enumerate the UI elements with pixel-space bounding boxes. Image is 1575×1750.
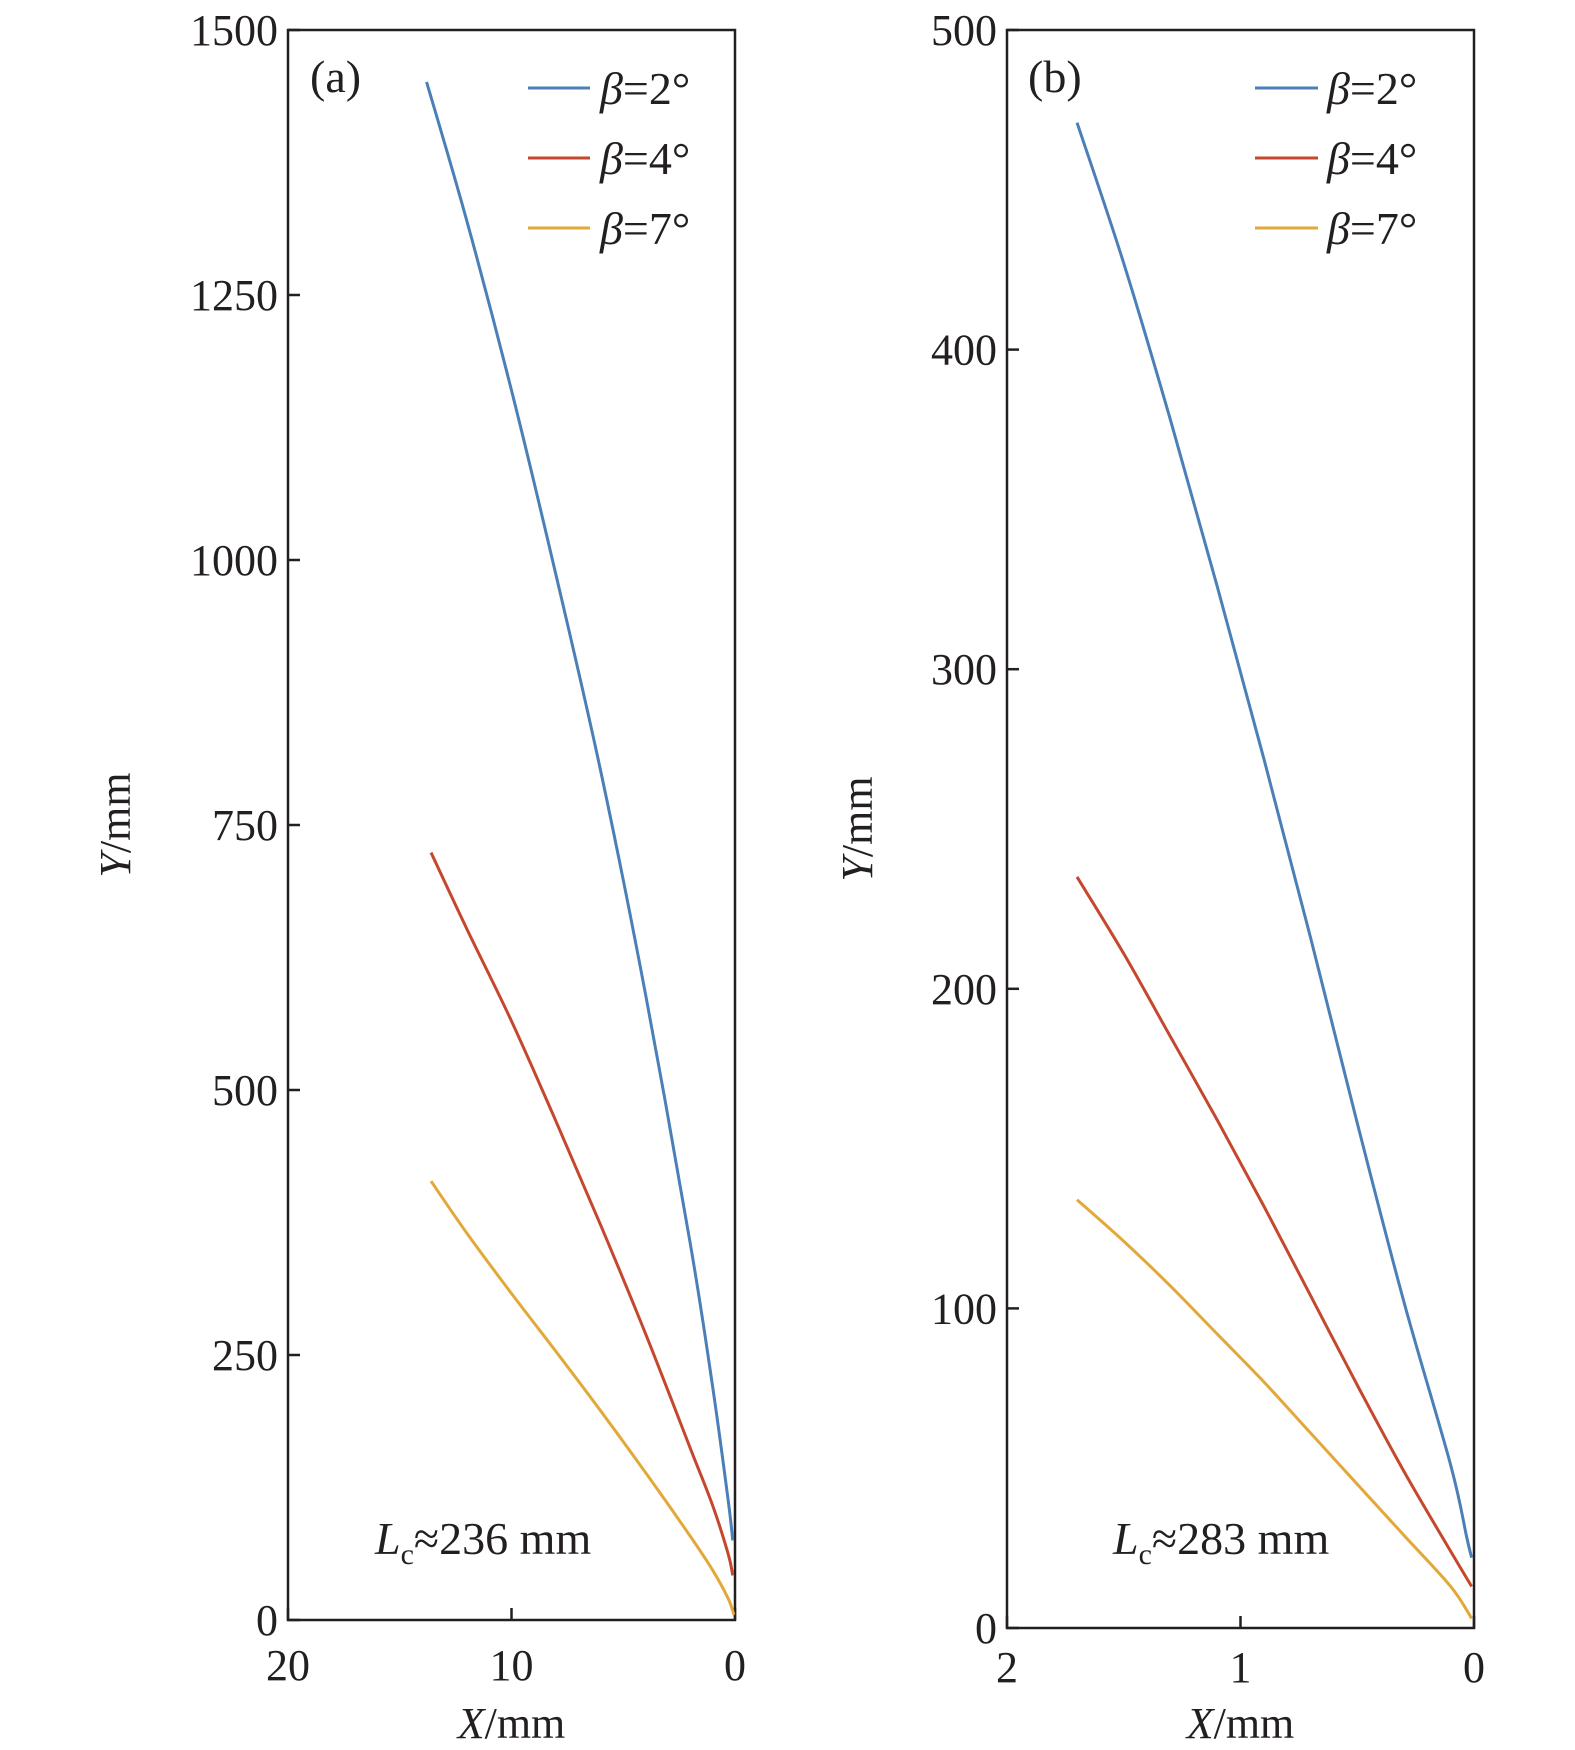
x-axis-label: X/mm [456,1699,566,1748]
legend-entry: β=2° [599,63,690,114]
y-tick-label: 750 [212,801,278,850]
legend-entry: β=7° [1326,203,1417,254]
y-tick-label: 0 [256,1596,278,1645]
lc-annotation: Lc≈236 mm [374,1513,591,1571]
x-tick-label: 0 [1463,1643,1485,1692]
plot-frame [286,28,737,1622]
panel-b: 0 100 200 300 400 500 2 1 0 X/mm Y/mm (b) β=2° β=4° β=… [833,6,1485,1748]
y-tick-label: 100 [931,1284,997,1333]
series-line-beta-1 [429,851,735,1576]
y-tick-label: 1500 [190,6,278,55]
x-tick-label: 2 [996,1643,1018,1692]
lc-annotation: Lc≈283 mm [1112,1513,1329,1571]
y-tick-label: 200 [931,965,997,1014]
plot-frame [1005,28,1476,1630]
x-tick-label: 10 [490,1641,534,1690]
y-tick-label: 500 [931,6,997,55]
x-tick-label: 1 [1230,1643,1252,1692]
y-tick-label: 500 [212,1066,278,1115]
x-tick-label: 0 [724,1641,746,1690]
panel-tag: (a) [310,51,361,102]
legend-entry: β=7° [599,203,690,254]
x-tick-label: 20 [266,1641,310,1690]
panel-a: 0 250 500 750 1000 1250 1500 20 10 0 X/mm Y/mm (a) β=… [91,6,746,1748]
legend-entry: β=4° [599,133,690,184]
y-axis-label: Y/mm [833,776,882,881]
legend-entry: β=2° [1326,63,1417,114]
y-tick-label: 1000 [190,536,278,585]
series-line-beta-1 [1075,876,1473,1588]
y-tick-label: 300 [931,645,997,694]
series-line-beta-2 [429,1180,736,1616]
series-line-beta-0 [425,81,735,1541]
y-axis-label: Y/mm [91,772,140,877]
series-line-beta-0 [1075,122,1474,1559]
x-axis-label: X/mm [1185,1699,1295,1748]
y-tick-label: 0 [975,1604,997,1653]
panel-tag: (b) [1028,51,1082,102]
y-tick-label: 400 [931,326,997,375]
series-line-beta-2 [1076,1198,1473,1620]
y-tick-label: 1250 [190,271,278,320]
y-tick-label: 250 [212,1331,278,1380]
legend-entry: β=4° [1326,133,1417,184]
